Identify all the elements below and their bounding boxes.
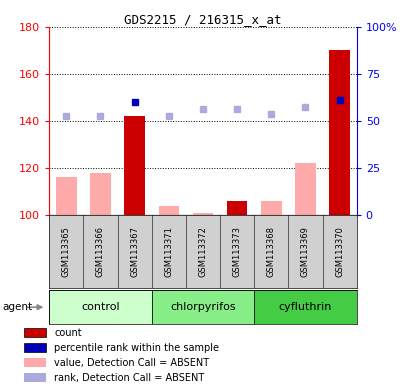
Title: GDS2215 / 216315_x_at: GDS2215 / 216315_x_at [124,13,281,26]
Text: GSM113367: GSM113367 [130,226,139,277]
Bar [151,290,254,324]
Bar [24,358,46,367]
Text: GSM113369: GSM113369 [300,226,309,277]
Text: rank, Detection Call = ABSENT: rank, Detection Call = ABSENT [54,372,204,383]
Bar [294,163,315,215]
Text: GSM113373: GSM113373 [232,226,241,277]
Bar [158,206,179,215]
Bar [124,116,144,215]
Text: value, Detection Call = ABSENT: value, Detection Call = ABSENT [54,358,209,368]
Bar [226,201,247,215]
Bar [24,373,46,382]
Text: GSM113370: GSM113370 [334,226,343,277]
Text: percentile rank within the sample: percentile rank within the sample [54,343,219,353]
Text: GSM113371: GSM113371 [164,226,173,277]
Text: cyfluthrin: cyfluthrin [278,302,331,312]
Text: control: control [81,302,119,312]
Bar [56,177,76,215]
Bar [49,290,151,324]
Bar [261,201,281,215]
Text: GSM113365: GSM113365 [62,226,71,277]
Bar [192,213,213,215]
Bar [24,328,46,338]
Bar [254,290,356,324]
Text: GSM113372: GSM113372 [198,226,207,277]
Text: chlorpyrifos: chlorpyrifos [170,302,235,312]
Text: agent: agent [2,302,32,312]
Text: count: count [54,328,82,338]
Bar [24,343,46,353]
Text: GSM113368: GSM113368 [266,226,275,277]
Bar [328,50,349,215]
Text: GSM113366: GSM113366 [96,226,105,277]
Bar [90,173,110,215]
